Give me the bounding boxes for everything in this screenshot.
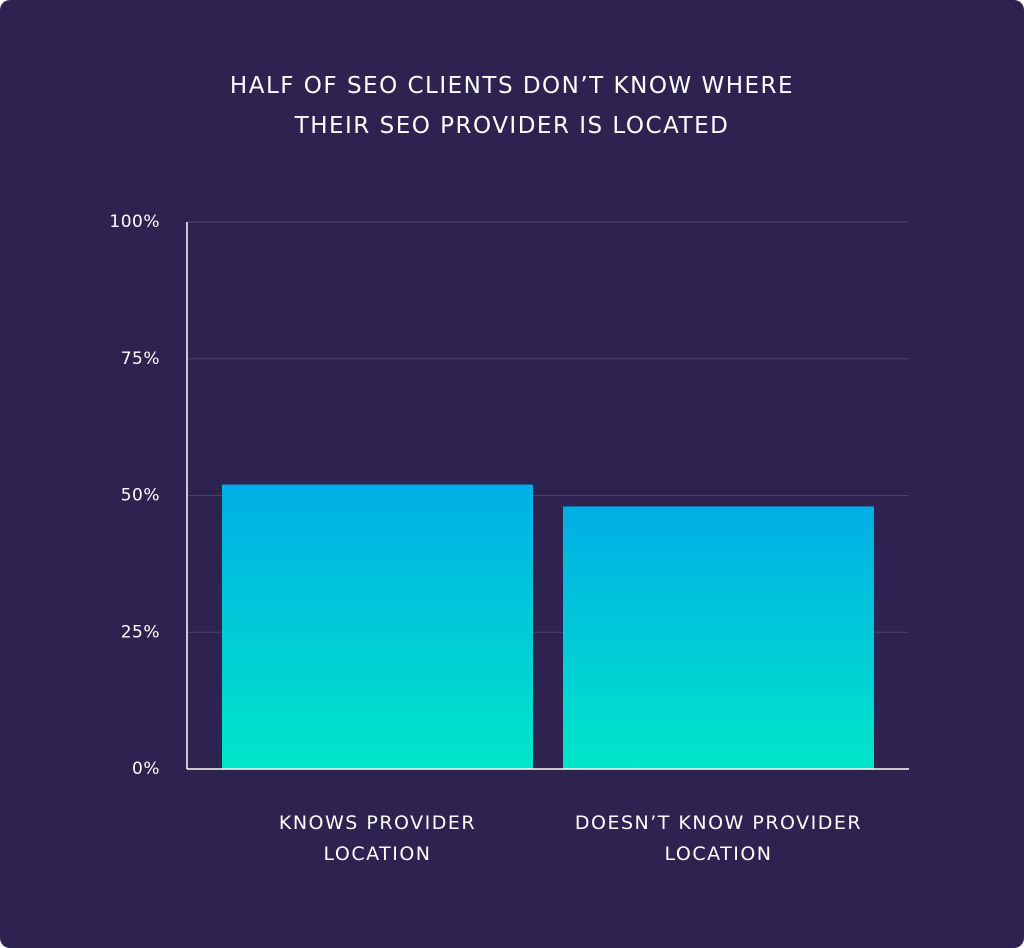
y-tick-label: 100% xyxy=(109,212,160,232)
y-tick-label: 50% xyxy=(121,486,160,506)
y-tick-label: 0% xyxy=(132,759,160,779)
bar xyxy=(563,506,874,769)
x-tick-label: KNOWS PROVIDER LOCATION xyxy=(278,812,477,865)
y-tick-label: 75% xyxy=(121,349,160,369)
chart-title: HALF OF SEO CLIENTS DON’T KNOW WHERE THE… xyxy=(229,73,795,139)
bar xyxy=(222,484,533,769)
y-tick-label: 25% xyxy=(121,622,160,642)
x-tick-label: DOESN’T KNOW PROVIDER LOCATION xyxy=(574,812,863,865)
